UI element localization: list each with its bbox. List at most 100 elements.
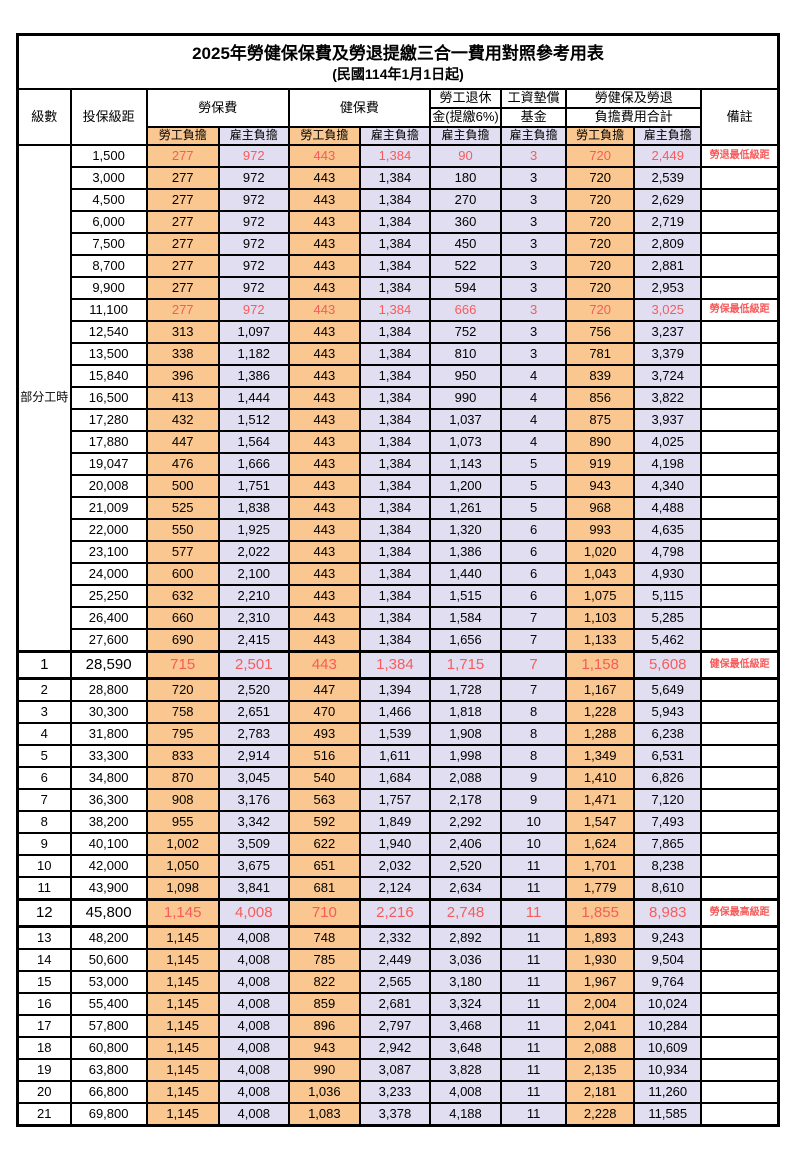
value-cell: 720 <box>565 166 636 190</box>
value-cell: 1,757 <box>358 788 431 812</box>
value-cell: 11 <box>500 1058 568 1082</box>
value-cell: 277 <box>145 166 220 190</box>
value-cell: 4,198 <box>633 452 703 476</box>
value-cell: 950 <box>428 364 503 388</box>
header-labor-insurance: 勞保費 <box>145 88 290 128</box>
level-cell: 7 <box>16 788 72 812</box>
bracket-cell: 66,800 <box>69 1080 148 1104</box>
bracket-cell: 21,009 <box>69 496 148 520</box>
remark-cell: 勞保最低級距 <box>700 298 780 322</box>
value-cell: 890 <box>565 430 636 454</box>
value-cell: 1,384 <box>358 144 431 168</box>
value-cell: 313 <box>145 320 220 344</box>
remark-cell <box>700 496 780 520</box>
value-cell: 10 <box>500 832 568 856</box>
value-cell: 90 <box>428 144 503 168</box>
table-row: 6,000 277 972 443 1,384 360 3 720 2,719 <box>18 210 780 234</box>
table-row: 26,400 660 2,310 443 1,384 1,584 7 1,103 5,285 <box>18 606 780 630</box>
value-cell: 2,332 <box>358 925 431 950</box>
value-cell: 993 <box>565 518 636 542</box>
value-cell: 972 <box>217 188 290 212</box>
value-cell: 3,828 <box>428 1058 503 1082</box>
remark-cell <box>700 1102 780 1127</box>
value-cell: 1,908 <box>428 722 503 746</box>
bracket-cell: 31,800 <box>69 722 148 746</box>
bracket-cell: 36,300 <box>69 788 148 812</box>
remark-cell <box>700 1014 780 1038</box>
value-cell: 3 <box>500 298 568 322</box>
remark-cell <box>700 452 780 476</box>
value-cell: 1,547 <box>565 810 636 834</box>
value-cell: 720 <box>145 677 220 702</box>
value-cell: 11 <box>500 992 568 1016</box>
value-cell: 1,466 <box>358 700 431 724</box>
value-cell: 990 <box>287 1058 361 1082</box>
table-row: 13 48,200 1,145 4,008 748 2,332 2,892 11 1,893 9,… <box>16 925 780 950</box>
value-cell: 1,838 <box>217 496 290 520</box>
value-cell: 1,384 <box>358 496 431 520</box>
remark-cell <box>700 832 780 856</box>
value-cell: 443 <box>287 540 361 564</box>
value-cell: 972 <box>217 298 290 322</box>
value-cell: 6,826 <box>633 766 703 790</box>
value-cell: 7,493 <box>633 810 703 834</box>
value-cell: 5 <box>500 474 568 498</box>
value-cell: 1,855 <box>565 898 636 928</box>
value-cell: 4 <box>500 364 568 388</box>
value-cell: 7,865 <box>633 832 703 856</box>
value-cell: 3,176 <box>217 788 290 812</box>
value-cell: 3 <box>500 188 568 212</box>
value-cell: 443 <box>287 650 361 680</box>
value-cell: 1,384 <box>358 430 431 454</box>
header-wage-fund-line1: 工資墊償 <box>500 88 568 109</box>
table-row: 12,540 313 1,097 443 1,384 752 3 756 3,237 <box>18 320 780 344</box>
value-cell: 1,037 <box>428 408 503 432</box>
bracket-cell: 17,280 <box>69 408 148 432</box>
value-cell: 3,648 <box>428 1036 503 1060</box>
value-cell: 795 <box>145 722 220 746</box>
value-cell: 3,087 <box>358 1058 431 1082</box>
value-cell: 1,200 <box>428 474 503 498</box>
table-row: 19 63,800 1,145 4,008 990 3,087 3,828 11 2,135 10… <box>16 1058 780 1082</box>
value-cell: 990 <box>428 386 503 410</box>
remark-cell <box>700 408 780 432</box>
bracket-cell: 17,880 <box>69 430 148 454</box>
remark-cell <box>700 766 780 790</box>
level-cell: 2 <box>16 677 72 702</box>
value-cell: 1,002 <box>145 832 220 856</box>
table-row: 10 42,000 1,050 3,675 651 2,032 2,520 11 1,701 8,… <box>16 854 780 878</box>
value-cell: 3,675 <box>217 854 290 878</box>
value-cell: 9,243 <box>633 925 703 950</box>
value-cell: 525 <box>145 496 220 520</box>
title-cell: 2025年勞健保保費及勞退提繳三合一費用對照參考用表 (民國114年1月1日起) <box>16 33 780 90</box>
remark-cell <box>700 925 780 950</box>
value-cell: 943 <box>287 1036 361 1060</box>
value-cell: 11 <box>500 898 568 928</box>
value-cell: 1,158 <box>565 650 636 680</box>
level-cell: 12 <box>16 898 72 928</box>
bracket-cell: 23,100 <box>69 540 148 564</box>
value-cell: 1,075 <box>565 584 636 608</box>
value-cell: 4,340 <box>633 474 703 498</box>
value-cell: 2,004 <box>565 992 636 1016</box>
value-cell: 7 <box>500 606 568 630</box>
remark-cell <box>700 166 780 190</box>
remark-cell: 勞退最低級距 <box>700 144 780 168</box>
value-cell: 2,797 <box>358 1014 431 1038</box>
value-cell: 443 <box>287 276 361 300</box>
value-cell: 11 <box>500 948 568 972</box>
value-cell: 3,342 <box>217 810 290 834</box>
remark-cell <box>700 188 780 212</box>
table-row: 20,008 500 1,751 443 1,384 1,200 5 943 4,340 <box>18 474 780 498</box>
value-cell: 277 <box>145 254 220 278</box>
value-cell: 592 <box>287 810 361 834</box>
level-cell: 1 <box>16 650 72 680</box>
level-cell: 18 <box>16 1036 72 1060</box>
value-cell: 1,384 <box>358 518 431 542</box>
value-cell: 3,036 <box>428 948 503 972</box>
value-cell: 443 <box>287 584 361 608</box>
value-cell: 8,983 <box>633 898 703 928</box>
level-cell: 4 <box>16 722 72 746</box>
value-cell: 2,022 <box>217 540 290 564</box>
value-cell: 7 <box>500 628 568 653</box>
